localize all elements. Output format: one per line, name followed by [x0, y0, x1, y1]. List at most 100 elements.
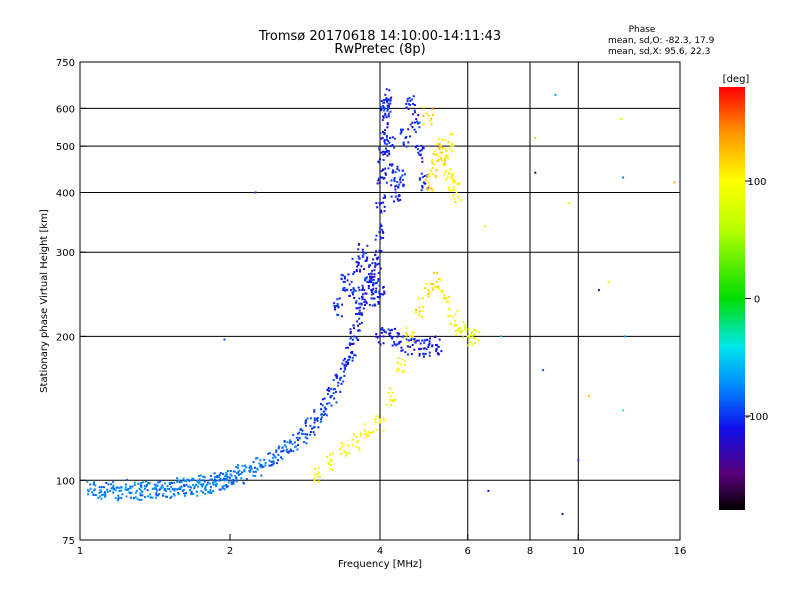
x-mode-echo: [431, 189, 434, 192]
o-mode-echo: [375, 202, 378, 205]
x-mode-echo: [345, 452, 348, 455]
x-mode-echo: [444, 156, 447, 159]
x-mode-echo: [438, 143, 441, 145]
o-mode-echo: [380, 293, 383, 296]
o-mode-echo: [268, 452, 271, 455]
o-mode-echo: [418, 354, 421, 357]
o-mode-echo: [389, 98, 392, 101]
o-mode-echo: [361, 289, 364, 291]
x-mode-echo: [449, 322, 452, 325]
x-mode-echo: [382, 417, 385, 420]
x-mode-echo: [411, 331, 414, 334]
o-mode-echo: [309, 431, 312, 433]
o-mode-echo: [133, 481, 136, 484]
o-mode-echo: [419, 342, 422, 345]
o-mode-echo: [394, 191, 397, 194]
o-mode-echo: [226, 485, 229, 488]
x-mode-echo: [467, 335, 470, 338]
o-mode-echo: [188, 485, 191, 488]
o-mode-echo: [245, 466, 248, 469]
o-mode-echo: [349, 332, 352, 335]
o-mode-echo: [143, 487, 146, 490]
o-mode-echo: [411, 126, 414, 128]
o-mode-echo: [370, 275, 373, 278]
o-mode-echo: [373, 303, 376, 306]
o-mode-echo: [413, 109, 416, 112]
o-mode-echo: [302, 441, 305, 444]
o-mode-echo: [343, 366, 346, 369]
o-mode-echo: [162, 492, 165, 495]
o-mode-echo: [409, 123, 412, 126]
o-mode-echo: [383, 292, 386, 295]
o-mode-echo: [171, 488, 174, 491]
o-mode-echo: [405, 145, 408, 148]
o-mode-echo: [351, 356, 354, 359]
isolated-echo: [500, 335, 503, 338]
o-mode-echo: [357, 262, 360, 264]
o-mode-echo: [413, 348, 416, 351]
o-mode-echo: [343, 374, 346, 377]
o-mode-echo: [204, 489, 207, 491]
o-mode-echo: [230, 483, 233, 485]
o-mode-echo: [229, 473, 232, 476]
o-mode-echo: [380, 151, 383, 154]
x-mode-echo: [456, 182, 459, 185]
x-axis-label: Frequency [MHz]: [338, 559, 422, 570]
o-mode-echo: [225, 472, 228, 475]
o-mode-echo: [185, 492, 187, 495]
x-tick-label: 6: [465, 546, 471, 557]
o-mode-echo: [419, 154, 422, 157]
o-mode-echo: [418, 126, 421, 129]
o-mode-echo: [297, 444, 299, 447]
o-mode-echo: [376, 258, 379, 261]
o-mode-echo: [377, 302, 380, 305]
isolated-echo: [254, 191, 257, 194]
o-mode-echo: [387, 102, 390, 105]
o-mode-echo: [109, 489, 112, 492]
o-mode-echo: [343, 357, 346, 360]
o-mode-echo: [340, 315, 343, 318]
o-mode-echo: [386, 126, 389, 129]
x-mode-echo: [388, 391, 390, 394]
o-mode-echo: [264, 462, 267, 464]
x-mode-echo: [435, 169, 438, 172]
o-mode-echo: [363, 268, 366, 270]
o-mode-echo: [379, 328, 382, 331]
o-mode-echo: [357, 324, 359, 327]
o-mode-echo: [244, 464, 247, 467]
x-mode-echo: [438, 277, 440, 280]
o-mode-echo: [177, 493, 180, 496]
o-mode-echo: [401, 349, 404, 352]
o-mode-echo: [389, 145, 392, 148]
o-mode-echo: [396, 165, 399, 168]
o-mode-echo: [198, 478, 201, 481]
o-mode-echo: [364, 279, 366, 282]
o-mode-echo: [382, 177, 385, 180]
x-mode-echo: [442, 163, 445, 165]
o-mode-echo: [195, 483, 198, 486]
o-mode-echo: [335, 305, 337, 307]
x-mode-echo: [369, 431, 372, 434]
x-mode-echo: [453, 324, 455, 327]
o-mode-echo: [417, 114, 420, 117]
o-mode-echo: [382, 116, 385, 119]
o-mode-echo: [140, 482, 143, 485]
x-mode-echo: [427, 114, 430, 117]
o-mode-echo: [124, 486, 127, 489]
o-mode-echo: [334, 306, 337, 309]
x-mode-echo: [455, 333, 458, 336]
o-mode-echo: [380, 170, 383, 173]
o-mode-echo: [326, 414, 328, 417]
o-mode-echo: [128, 491, 131, 494]
o-mode-echo: [289, 448, 292, 451]
o-mode-echo: [348, 295, 351, 297]
x-mode-echo: [448, 308, 451, 311]
o-mode-echo: [258, 462, 261, 465]
o-mode-echo: [125, 478, 128, 481]
o-mode-echo: [365, 300, 368, 303]
x-mode-echo: [423, 106, 425, 109]
x-mode-echo: [430, 117, 433, 120]
x-mode-echo: [357, 439, 360, 442]
o-mode-echo: [202, 483, 205, 485]
o-mode-echo: [379, 105, 382, 108]
